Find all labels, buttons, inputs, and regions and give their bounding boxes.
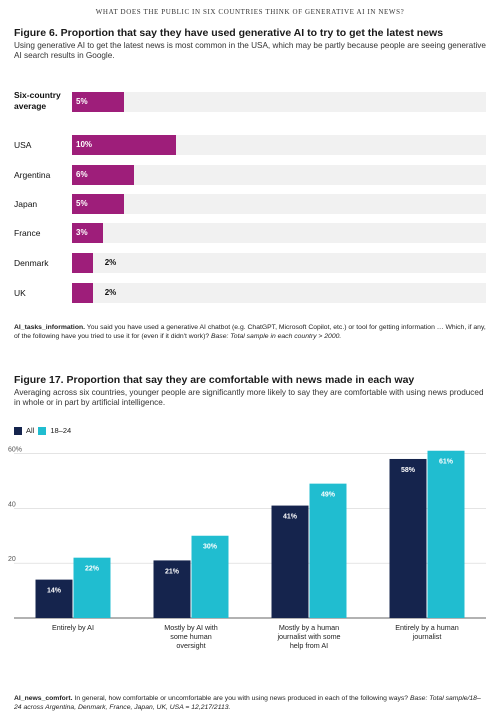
bar <box>271 505 309 618</box>
figure-6-note-text: You said you have used a generative AI c… <box>14 324 486 340</box>
data-label: 61% <box>439 459 454 466</box>
chart-legend: All 18–24 <box>14 426 71 435</box>
data-label: 41% <box>283 514 298 521</box>
bar <box>72 135 176 155</box>
bar <box>73 557 111 618</box>
category-label-line: journalist with some <box>276 632 340 641</box>
bar <box>35 579 73 618</box>
bar-row-background <box>72 223 486 243</box>
legend-label-all: All <box>26 426 35 435</box>
category-label-line: Entirely by a human <box>395 623 459 632</box>
figure-6-subtitle: Using generative AI to get the latest ne… <box>14 41 486 60</box>
data-label: 14% <box>47 588 62 595</box>
bar-row-background <box>72 194 486 214</box>
category-label-line: Mostly by AI with <box>164 623 218 632</box>
data-label: 22% <box>85 566 100 573</box>
bar-row-background <box>72 92 486 112</box>
value-label: 5% <box>76 199 88 208</box>
category-label-line: oversight <box>176 641 205 650</box>
figure-6-note-base: Base: Total sample in each country > 200… <box>209 333 342 340</box>
running-head: WHAT DOES THE PUBLIC IN SIX COUNTRIES TH… <box>95 8 405 16</box>
value-label: 10% <box>76 140 93 149</box>
category-label: Mostly by AI with some human oversight <box>164 623 218 650</box>
category-label-line: some human <box>170 632 212 641</box>
figure-6-note: AI_tasks_information. You said you have … <box>14 323 486 341</box>
value-label: 5% <box>76 97 88 106</box>
bar <box>72 92 124 112</box>
legend-label-18-24: 18–24 <box>50 426 72 435</box>
value-label: 3% <box>76 228 88 237</box>
figure-17-note: AI_news_comfort. In general, how comfort… <box>14 694 486 712</box>
bar <box>309 483 347 618</box>
data-label: 58% <box>401 467 416 474</box>
y-tick-label: 40 <box>8 501 16 508</box>
category-label-line: Mostly by a human <box>279 623 339 632</box>
bar-row-background <box>72 283 486 303</box>
category-label: USA <box>14 140 32 150</box>
category-label: Japan <box>14 199 38 209</box>
value-label: 2% <box>104 288 117 297</box>
bar <box>427 450 465 618</box>
bar-row-background <box>72 165 486 185</box>
bar <box>389 458 427 618</box>
vertical-bar-chart: 20 40 60% 14% 22% Entirely by AI 21% 30% Mostly … <box>8 446 486 650</box>
data-label: 21% <box>165 568 180 575</box>
bar <box>72 194 124 214</box>
bar <box>153 560 191 618</box>
legend-swatch-18-24 <box>38 426 47 435</box>
figure-17-title: Figure 17. Proportion that say they are … <box>14 374 415 386</box>
category-label: Entirely by a human journalist <box>395 623 459 641</box>
value-label: 2% <box>104 258 117 267</box>
figure-17-note-base: Base: Total sample/18–24 across Argentin… <box>14 695 481 711</box>
bar-row-background <box>72 253 486 273</box>
category-label: Argentina <box>14 170 51 180</box>
value-label: 6% <box>76 170 88 179</box>
y-tick-label: 20 <box>8 556 16 563</box>
bar <box>72 223 104 243</box>
figure-17-note-code: AI_news_comfort. <box>14 695 73 702</box>
bar <box>72 253 93 273</box>
category-label: France <box>14 228 41 238</box>
bar-row-background <box>72 135 486 155</box>
category-label-line: Entirely by AI <box>52 623 94 632</box>
category-label: Mostly by a human journalist with some hel… <box>276 623 340 650</box>
category-label: Denmark <box>14 258 49 268</box>
category-label: Six-country average <box>14 90 61 111</box>
category-label-line: journalist <box>412 632 442 641</box>
category-label: Entirely by AI <box>52 623 94 632</box>
bar <box>72 165 135 185</box>
figure-17-subtitle: Averaging across six countries, younger … <box>14 388 484 407</box>
y-tick-label: 60% <box>8 446 22 453</box>
category-label: UK <box>14 288 26 298</box>
data-label: 30% <box>203 544 218 551</box>
figure-6-title: Figure 6. Proportion that say they have … <box>14 27 444 39</box>
data-label: 49% <box>321 492 336 499</box>
bar <box>191 535 229 618</box>
legend-swatch-all <box>14 426 22 435</box>
figure-6-note-code: AI_tasks_information. <box>14 324 86 331</box>
category-label-line: help from AI <box>290 641 328 650</box>
bar <box>72 283 93 303</box>
figure-17-note-text: In general, how comfortable or uncomfort… <box>72 695 409 702</box>
